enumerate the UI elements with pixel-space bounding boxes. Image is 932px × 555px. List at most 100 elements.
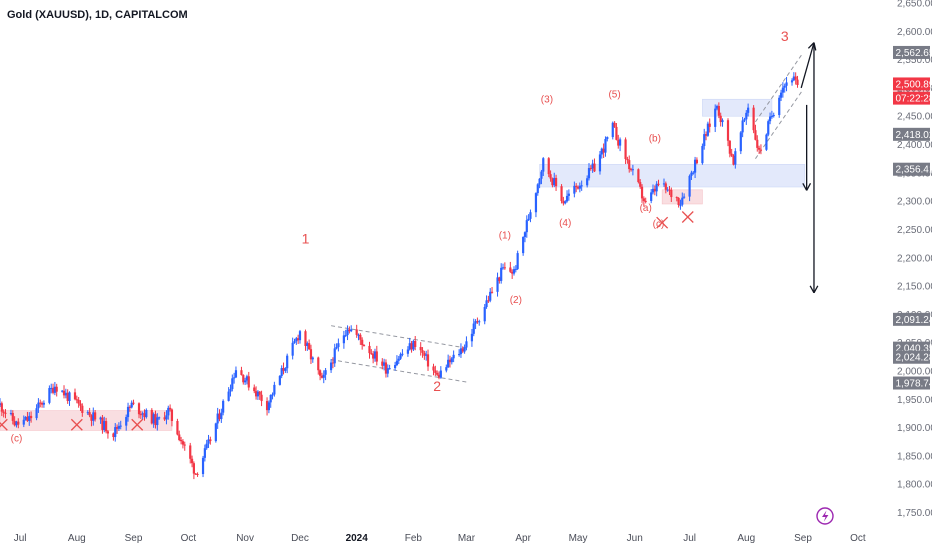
candle [231,375,233,392]
candle [500,263,502,283]
candle [484,304,486,324]
candle [337,339,339,352]
price-tag-label: 2,562.65 [896,48,932,59]
lightning-bolt-glyph [822,511,828,522]
x-tick-label: Aug [68,533,86,544]
x-tick-label: Aug [737,533,755,544]
candle [308,339,310,350]
candle [637,168,639,183]
y-tick-label: 1,750.00 [897,508,932,519]
wave-label-4: (2) [510,295,522,306]
candle [368,342,370,359]
price-tag-label: 2,024.28 [896,353,932,364]
candle [145,408,147,418]
candle [268,400,270,413]
candle [604,136,606,156]
x-tick-label: Nov [236,533,254,544]
x-tick-label: Jun [627,533,643,544]
wave-label-7: (5) [608,90,620,101]
candle [176,419,178,436]
candle [240,367,242,376]
price-tag: 07:22:28 [893,92,932,105]
y-tick-label: 2,250.00 [897,225,932,236]
candle [330,359,332,373]
wave-label-1: 1 [302,231,310,247]
candle [324,368,326,380]
wave-label-3: (1) [499,231,511,242]
candle [566,190,568,202]
y-tick-label: 1,800.00 [897,480,932,491]
candle [273,382,275,397]
y-tick-label: 2,400.00 [897,140,932,151]
x-tick-label: Apr [515,533,531,544]
candle [785,77,787,91]
candle [619,137,621,151]
annotations-layer: (c)12(1)(2)(3)(4)(5)(a)(b)(c)3 [0,28,789,445]
wave-label-6: (4) [559,218,571,229]
price-tag: 2,500.89 [893,77,932,90]
candle [242,374,244,384]
candle [432,364,434,376]
candle [740,131,742,154]
candle [767,119,769,136]
candle [509,262,511,273]
candle [522,236,524,256]
x-tick-label: Mar [458,533,476,544]
candle [560,184,562,203]
candle [74,389,76,401]
price-tag-label: 2,356.41 [896,165,932,176]
wave-label-5: (3) [541,95,553,106]
candle [376,346,378,366]
candle [517,251,519,270]
candle [489,288,491,302]
y-tick-label: 1,900.00 [897,423,932,434]
chart-title: Gold (XAUUSD), 1D, CAPITALCOM [7,9,188,21]
price-tag: 2,418.02 [893,128,932,141]
cross-mark [682,211,693,222]
candle [346,325,348,340]
candle [389,365,391,369]
candle [319,369,321,380]
y-tick-label: 2,150.00 [897,282,932,293]
price-tag: 2,356.41 [893,163,932,176]
y-tick-label: 2,450.00 [897,112,932,123]
candle [78,397,80,408]
y-tick-label: 2,650.00 [897,0,932,10]
candle [535,192,537,217]
x-tick-label: May [569,533,588,544]
candle [292,338,294,360]
candle [304,330,306,351]
zones-layer [0,99,805,430]
projection-arrow [810,43,818,293]
wave-label-9: (b) [649,134,661,145]
x-tick-label: Feb [405,533,423,544]
candle [356,325,358,338]
candle [343,331,345,349]
candle [235,367,237,379]
wave-label-2: 2 [433,378,441,394]
candle [701,144,703,165]
candle [548,157,550,177]
price-tag: 2,562.65 [893,46,932,59]
wave-label-11: 3 [781,28,789,44]
candle [491,287,493,294]
y-tick-label: 1,850.00 [897,451,932,462]
x-tick-label: Jul [683,533,696,544]
candle [593,158,595,172]
y-tick-label: 2,200.00 [897,253,932,264]
y-tick-label: 1,950.00 [897,395,932,406]
y-tick-label: 2,600.00 [897,27,932,38]
x-tick-label: Oct [850,533,866,544]
price-tag: 1,978.74 [893,377,932,390]
candle [678,197,680,207]
wave-label-0: (c) [11,434,23,445]
price-tag-label: 1,978.74 [896,379,932,390]
candle [599,151,601,175]
x-tick-label: 2024 [346,533,369,544]
candle [427,350,429,371]
candle [248,372,250,391]
x-tick-label: Sep [125,533,143,544]
candle [753,105,755,133]
